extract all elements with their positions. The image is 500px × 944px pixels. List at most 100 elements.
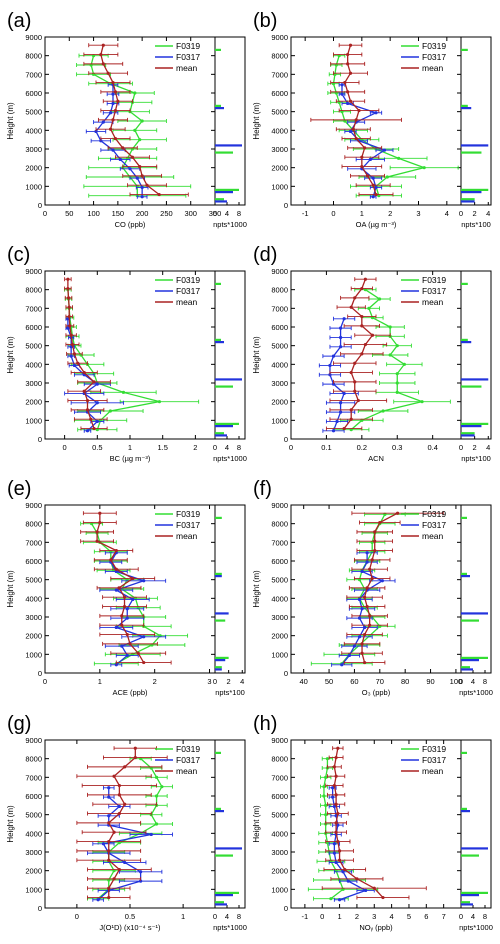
data-point-F0319 xyxy=(154,794,159,798)
data-point-F0317 xyxy=(338,410,343,414)
panel-d: (d) 0 1000 2000 3000 4000 5000 6000 7000 8000 9000… xyxy=(252,244,492,463)
y-tick-label: 0 xyxy=(38,904,42,913)
data-point-F0317 xyxy=(142,635,146,639)
data-point-F0319 xyxy=(395,381,399,385)
y-tick-label: 2000 xyxy=(271,398,288,407)
npts-bar-F0317 xyxy=(461,903,473,906)
data-point-mean xyxy=(133,755,137,760)
y-tick-label: 7000 xyxy=(271,70,288,79)
npts-tick-label: 4 xyxy=(225,912,229,921)
data-point-F0317 xyxy=(95,401,99,405)
y-tick-label: 7000 xyxy=(25,304,42,313)
data-point-F0317 xyxy=(342,317,346,321)
data-point-mean xyxy=(82,370,86,375)
x-axis-label: O₃ (ppb) xyxy=(362,688,391,697)
data-point-mean xyxy=(365,604,369,609)
data-point-mean xyxy=(368,614,372,618)
data-point-mean xyxy=(365,586,369,590)
x-tick-label: -1 xyxy=(302,209,309,218)
x-tick-label: 0 xyxy=(63,443,67,452)
legend-label-F0319: F0319 xyxy=(422,275,446,285)
legend-label-F0317: F0317 xyxy=(176,286,200,296)
npts-bar-F0319 xyxy=(215,422,239,425)
legend-label-mean: mean xyxy=(176,531,198,541)
x-tick-label: 2 xyxy=(193,443,197,452)
data-point-mean xyxy=(395,511,400,515)
x-tick-label: 4 xyxy=(390,912,394,921)
data-point-F0317 xyxy=(85,429,90,433)
npts-bar-F0317 xyxy=(461,575,470,578)
data-point-mean xyxy=(362,660,367,665)
data-point-mean xyxy=(131,576,135,581)
npts-tick-label: 0 xyxy=(459,209,463,218)
data-point-F0317 xyxy=(352,644,357,648)
x-tick-label: 2 xyxy=(355,912,359,921)
data-point-F0317 xyxy=(135,176,139,180)
data-point-F0319 xyxy=(395,390,399,394)
y-tick-label: 8000 xyxy=(271,755,288,764)
data-point-F0317 xyxy=(332,842,336,846)
data-point-F0317 xyxy=(120,644,124,648)
npts-bar-F0317 xyxy=(461,434,475,437)
data-point-mean xyxy=(123,765,127,769)
y-tick-label: 6000 xyxy=(271,89,288,98)
data-point-mean xyxy=(360,164,364,169)
npts-axis-label: npts*1000 xyxy=(213,220,247,229)
data-point-F0317 xyxy=(95,382,99,386)
npts-bar-F0319 xyxy=(215,48,221,51)
data-point-F0317 xyxy=(362,625,367,630)
panel-label: (b) xyxy=(253,10,277,32)
npts-bar-F0319 xyxy=(461,432,475,435)
data-point-F0317 xyxy=(140,195,144,199)
y-tick-label: 5000 xyxy=(25,811,42,820)
data-point-mean xyxy=(66,286,70,291)
legend-label-F0317: F0317 xyxy=(422,286,446,296)
y-tick-label: 2000 xyxy=(25,398,42,407)
data-point-mean xyxy=(109,558,113,562)
x-tick-label: 1 xyxy=(128,443,132,452)
npts-bar-F0319 xyxy=(461,48,468,51)
panel-b: (b) 0 1000 2000 3000 4000 5000 6000 7000 8000 9000… xyxy=(252,10,492,229)
y-axis-label: Height (m) xyxy=(6,570,15,608)
series-line-F0319 xyxy=(67,289,160,430)
data-point-F0319 xyxy=(324,803,328,807)
npts-bar-F0317 xyxy=(215,378,242,381)
legend-label-F0317: F0317 xyxy=(176,52,200,62)
data-point-F0319 xyxy=(395,344,399,348)
data-point-F0317 xyxy=(69,354,73,358)
npts-bar-F0319 xyxy=(461,666,470,669)
data-point-mean xyxy=(363,342,367,347)
npts-tick-label: 8 xyxy=(483,677,487,686)
data-point-F0317 xyxy=(337,898,342,902)
data-point-mean xyxy=(337,849,342,853)
panel-e: (e) 0 1000 2000 3000 4000 5000 6000 7000 8000 9000… xyxy=(6,478,246,697)
data-point-F0317 xyxy=(111,148,115,152)
y-tick-label: 2000 xyxy=(25,164,42,173)
y-tick-label: 8000 xyxy=(25,520,42,529)
data-point-mean xyxy=(354,118,358,122)
data-point-F0319 xyxy=(385,175,389,179)
data-point-mean xyxy=(346,62,350,66)
data-point-F0317 xyxy=(335,419,339,424)
data-point-mean xyxy=(353,389,357,393)
y-tick-label: 5000 xyxy=(271,811,288,820)
legend-label-F0317: F0317 xyxy=(422,52,446,62)
panel-h: (h) 0 1000 2000 3000 4000 5000 6000 7000 8000 9000… xyxy=(252,713,493,932)
data-point-F0317 xyxy=(96,898,100,902)
npts-bar-F0319 xyxy=(461,151,482,154)
y-tick-label: 9000 xyxy=(25,736,42,745)
data-point-F0317 xyxy=(357,616,362,620)
data-point-mean xyxy=(95,539,99,543)
data-point-F0317 xyxy=(108,111,113,115)
npts-axis-label: npts*100 xyxy=(461,220,491,229)
legend-label-F0319: F0319 xyxy=(176,41,200,51)
y-tick-label: 4000 xyxy=(25,594,42,603)
data-point-mean xyxy=(349,305,353,309)
npts-bar-F0319 xyxy=(215,432,224,435)
x-tick-label: 1 xyxy=(337,912,341,921)
data-point-F0317 xyxy=(357,597,362,602)
data-point-mean xyxy=(368,567,372,571)
series-line-F0319 xyxy=(97,758,163,900)
data-point-mean xyxy=(85,408,90,412)
